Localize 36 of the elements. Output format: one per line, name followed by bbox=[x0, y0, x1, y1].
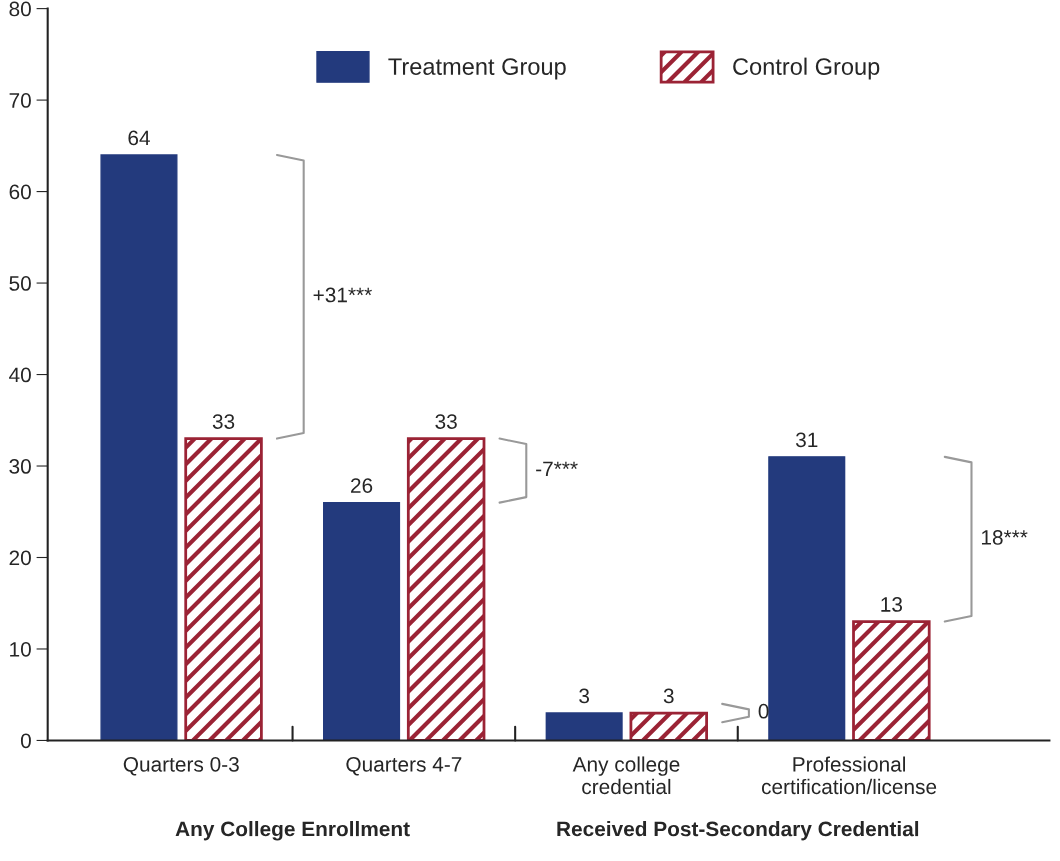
legend-label: Treatment Group bbox=[388, 58, 566, 80]
annotation: +31*** bbox=[313, 287, 372, 303]
text: Received Post-Secondary Credential bbox=[557, 821, 919, 841]
bar bbox=[852, 620, 931, 741]
x-tick-label: Quarters 0-3 bbox=[123, 756, 239, 776]
data-label: 3 bbox=[663, 688, 674, 704]
data-label: 64 bbox=[128, 130, 150, 146]
legend-label: Control Group bbox=[733, 57, 880, 80]
data-label: 3 bbox=[579, 688, 590, 704]
bar bbox=[184, 437, 263, 741]
x-tick-label: Any college credential bbox=[572, 756, 680, 795]
bar bbox=[323, 501, 401, 741]
bar bbox=[100, 154, 178, 741]
x-tick-label: Quarters 4-7 bbox=[346, 756, 462, 776]
data-label: 33 bbox=[435, 414, 457, 429]
y-tick-label: 0 bbox=[20, 733, 31, 749]
text: Any College Enrollment bbox=[175, 821, 410, 841]
y-tick-label: 40 bbox=[9, 367, 31, 383]
y-tick-label: 30 bbox=[9, 459, 31, 474]
y-tick-label: 60 bbox=[9, 184, 31, 200]
x-tick-label: Professional certification/license bbox=[761, 756, 937, 795]
y-tick-label: 20 bbox=[9, 550, 31, 566]
y-tick-label: 80 bbox=[9, 1, 31, 17]
y-tick-label: 50 bbox=[9, 276, 31, 291]
bar bbox=[768, 456, 846, 741]
annotation: 18*** bbox=[981, 530, 1028, 545]
annotation: -7*** bbox=[536, 461, 578, 476]
y-tick-label: 10 bbox=[10, 641, 31, 657]
y-tick-label: 70 bbox=[9, 93, 31, 108]
data-label: 33 bbox=[212, 414, 235, 429]
data-label: 31 bbox=[795, 432, 818, 448]
data-label: 13 bbox=[881, 597, 903, 612]
bar bbox=[545, 712, 623, 741]
data-label: 26 bbox=[351, 478, 373, 493]
bar bbox=[629, 711, 708, 741]
bar bbox=[406, 437, 486, 741]
